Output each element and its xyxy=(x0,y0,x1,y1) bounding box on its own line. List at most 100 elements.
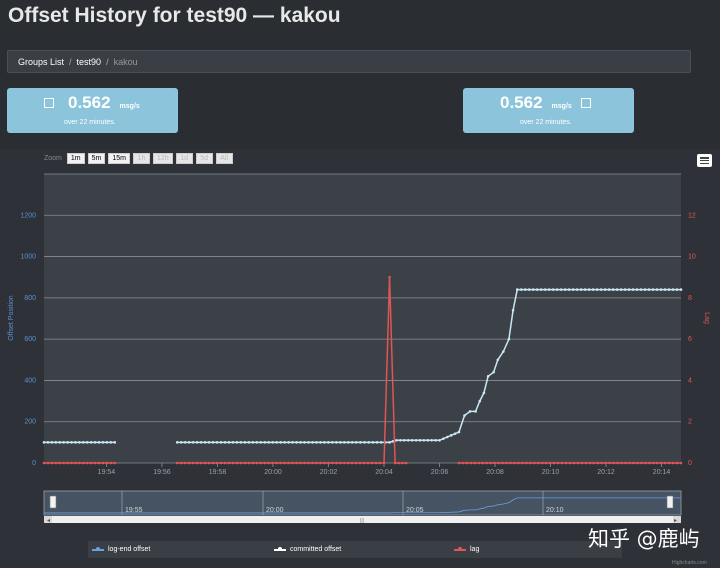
series-point xyxy=(564,461,568,465)
series-point xyxy=(540,461,544,465)
consume-rate-panel: 0.562 msg/s over 22 minutes. xyxy=(7,88,178,133)
series-point xyxy=(247,441,251,444)
series-point xyxy=(327,441,330,444)
series-point xyxy=(363,441,366,444)
series-point xyxy=(513,461,516,465)
series-point xyxy=(611,288,615,291)
navigator-handle-icon[interactable] xyxy=(666,495,674,509)
series-point xyxy=(651,461,655,465)
series-point xyxy=(62,461,65,465)
series-point xyxy=(445,435,449,439)
series-point xyxy=(525,461,528,465)
series-point xyxy=(195,461,199,465)
series-point xyxy=(555,288,559,291)
breadcrumb-group[interactable]: test90 xyxy=(76,56,102,67)
zoom-1h-button[interactable]: 1h xyxy=(133,153,150,164)
series-point xyxy=(183,441,187,444)
legend-swatch-icon xyxy=(454,547,466,551)
series-point xyxy=(449,434,453,437)
rate-toggle-checkbox[interactable] xyxy=(44,98,54,108)
legend-item-committed-offset[interactable]: committed offset xyxy=(274,546,341,553)
series-point xyxy=(395,438,398,442)
series-point xyxy=(544,461,548,465)
series-point xyxy=(636,461,639,465)
legend-item-lag[interactable]: lag xyxy=(454,546,479,553)
series-point xyxy=(85,461,89,465)
series-point xyxy=(191,441,195,444)
series-point xyxy=(255,441,259,444)
navigator-handle-icon[interactable] xyxy=(49,495,57,509)
chart-menu-icon[interactable] xyxy=(697,154,712,167)
series-point xyxy=(54,441,58,444)
zoom-all-button[interactable]: All xyxy=(215,153,233,164)
series-point xyxy=(279,441,282,444)
series-point xyxy=(379,441,383,444)
series-point xyxy=(323,441,326,444)
series-point xyxy=(600,461,603,465)
zoom-label: Zoom xyxy=(44,155,62,162)
zoom-5d-button[interactable]: 5d xyxy=(195,153,213,164)
series-point xyxy=(587,288,591,291)
series-point xyxy=(299,461,302,465)
series-point xyxy=(199,461,203,465)
series-point xyxy=(231,441,235,444)
y-tick-label: 1000 xyxy=(20,254,36,261)
series-point xyxy=(469,461,473,465)
series-point xyxy=(74,441,77,444)
series-point xyxy=(374,461,378,465)
zoom-12h-button[interactable]: 12h xyxy=(153,153,173,164)
series-point xyxy=(350,461,354,465)
scroll-left-icon[interactable]: ◂ xyxy=(47,518,50,524)
rate-window: over 22 minutes. xyxy=(64,119,116,126)
series-point xyxy=(527,288,531,291)
series-point xyxy=(97,441,101,444)
series-point xyxy=(603,288,607,291)
series-point xyxy=(667,288,671,291)
rate-toggle-checkbox[interactable] xyxy=(580,98,591,108)
rate-value: 0.562 xyxy=(68,93,111,112)
series-point xyxy=(283,441,286,444)
legend-item-log-end-offset[interactable]: log-end offset xyxy=(92,546,150,553)
series-point xyxy=(612,461,615,465)
series-point xyxy=(78,441,81,444)
series-point xyxy=(619,288,623,291)
series-point xyxy=(367,441,371,444)
rate-value: 0.562 xyxy=(500,93,543,112)
series-point xyxy=(342,461,346,465)
zoom-5m-button[interactable]: 5m xyxy=(87,153,106,164)
series-point xyxy=(548,461,552,465)
series-point xyxy=(442,437,445,440)
series-point xyxy=(563,288,567,291)
series-point xyxy=(362,461,366,465)
series-point xyxy=(543,288,547,291)
breadcrumb-groups-list[interactable]: Groups List xyxy=(18,56,65,67)
series-point xyxy=(671,461,675,465)
series-point xyxy=(403,438,406,442)
series-point xyxy=(255,461,259,465)
series-point xyxy=(303,461,306,465)
series-point xyxy=(78,461,81,465)
series-point xyxy=(596,461,600,465)
series-point xyxy=(263,461,267,465)
y-tick-label: 200 xyxy=(24,419,36,426)
x-tick-label: 19:56 xyxy=(153,469,171,476)
navigator-frame xyxy=(43,490,682,516)
y2-tick-label: 2 xyxy=(688,419,692,426)
breadcrumb: Groups List / test90 / kakou xyxy=(7,50,691,73)
series-point xyxy=(539,288,543,291)
series-point xyxy=(235,441,239,444)
series-point xyxy=(482,391,486,395)
series-point xyxy=(105,441,109,444)
series-point xyxy=(227,441,231,444)
series-point xyxy=(263,441,267,444)
scroll-right-icon[interactable]: ▸ xyxy=(674,518,677,524)
series-point xyxy=(388,275,391,279)
series-point xyxy=(515,288,519,291)
zoom-1m-button[interactable]: 1m xyxy=(66,153,85,164)
zoom-1d-button[interactable]: 1d xyxy=(175,153,193,164)
series-point xyxy=(651,288,655,291)
zoom-15m-button[interactable]: 15m xyxy=(108,153,130,164)
series-point xyxy=(371,441,375,444)
navigator-label: 20:10 xyxy=(546,507,564,514)
credits-link[interactable]: Highcharts.com xyxy=(672,560,707,566)
